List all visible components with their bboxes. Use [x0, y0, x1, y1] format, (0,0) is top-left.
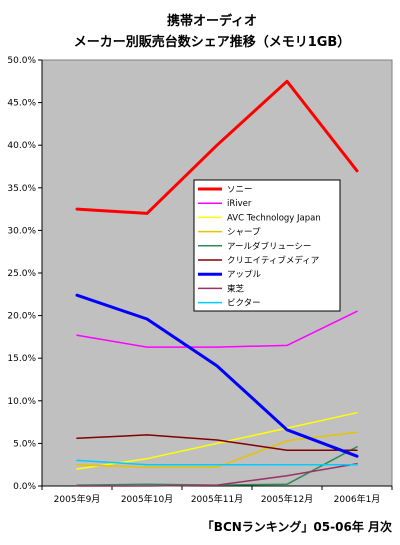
- chart-title-line2: メーカー別販売台数シェア推移（メモリ1GB）: [74, 34, 351, 50]
- y-tick-label: 50.0%: [7, 56, 36, 66]
- y-tick-label: 35.0%: [7, 184, 36, 194]
- legend: ソニー iRiver AVC Technology Japan シャープアールダブリュ…: [193, 179, 341, 312]
- legend-label: クリエイティブメディア: [227, 255, 319, 266]
- series-line-8: [76, 459, 358, 466]
- y-tick-label: 5.0%: [13, 439, 36, 449]
- legend-label: iRiver: [227, 199, 252, 209]
- legend-label: シャープ: [227, 228, 261, 238]
- x-tick-label: 2005年10月: [121, 493, 173, 505]
- series-line-5: [76, 434, 358, 451]
- series-line-1: [76, 310, 358, 348]
- x-axis-ticks: 2005年9月 2005年10月 2005年11月 2005年12月 2006年1月: [41, 486, 393, 505]
- legend-label: ソニー: [227, 185, 253, 195]
- x-tick-label: 2005年9月: [54, 493, 101, 505]
- y-tick-label: 25.0%: [7, 269, 36, 279]
- x-tick-label: 2005年11月: [191, 493, 243, 505]
- chart-title-line1: 携帯オーディオ: [167, 13, 257, 29]
- y-tick-label: 45.0%: [7, 99, 36, 109]
- y-tick-label: 0.0%: [13, 482, 36, 492]
- y-tick-label: 30.0%: [7, 226, 36, 236]
- legend-items: ソニー iRiver AVC Technology Japan シャープアールダブリュ…: [198, 185, 321, 309]
- series-line-0: [75, 79, 359, 215]
- series-line-2: [76, 411, 358, 470]
- legend-label: アップル: [227, 270, 262, 280]
- y-axis-ticks: 0.0% 5.0% 10.0% 15.0% 20.0% 25.0% 30.0% 35.0% 40…: [7, 56, 42, 492]
- y-tick-label: 10.0%: [7, 397, 36, 407]
- y-tick-label: 40.0%: [7, 141, 36, 151]
- legend-label: 東芝: [227, 283, 245, 294]
- x-tick-label: 2005年12月: [261, 493, 313, 505]
- x-tick-label: 2006年1月: [334, 493, 381, 505]
- source-note: 「BCNランキング」05-06年 月次: [202, 519, 392, 534]
- legend-label: ビクター: [227, 299, 261, 309]
- series-line-6: [75, 293, 359, 458]
- series-lines: [75, 79, 359, 487]
- y-tick-label: 20.0%: [7, 312, 36, 322]
- legend-label: アールダブリューシー: [227, 241, 311, 252]
- y-tick-label: 15.0%: [7, 354, 36, 364]
- series-line-7: [76, 463, 358, 487]
- legend-label: AVC Technology Japan: [227, 213, 321, 223]
